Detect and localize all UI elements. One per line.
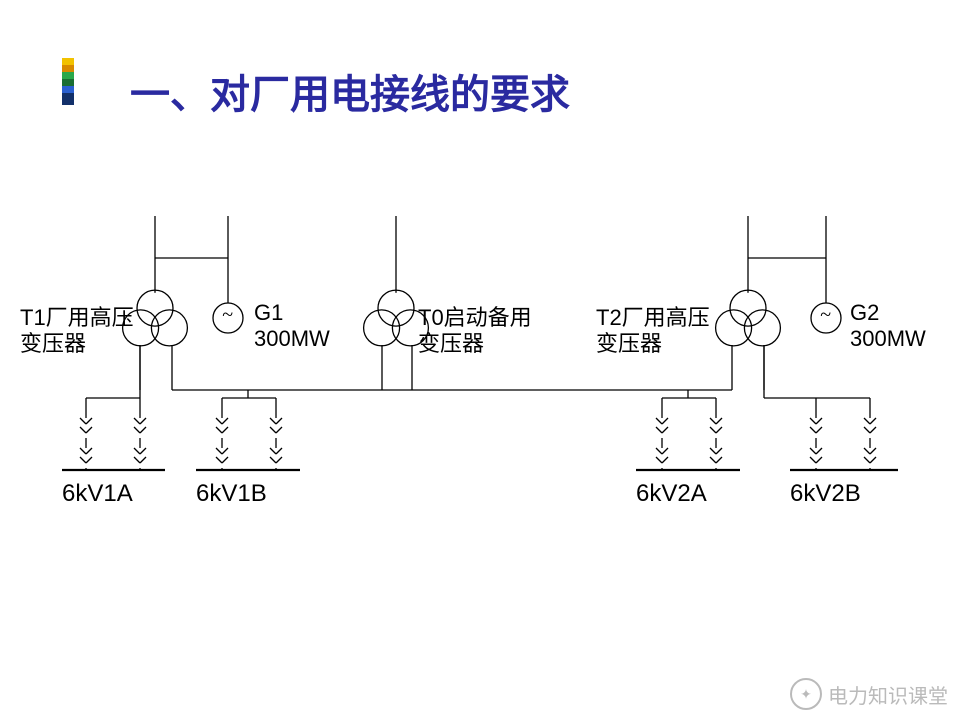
gen-label: G2 bbox=[850, 300, 879, 326]
xfmr-label: 变压器 bbox=[20, 326, 86, 358]
xfmr-label: 变压器 bbox=[596, 326, 662, 358]
gen-label: G1 bbox=[254, 300, 283, 326]
slide-stage: { "title": { "text": "一、对厂用电接线的要求", "x":… bbox=[0, 0, 960, 720]
generator-tilde: ~ bbox=[222, 304, 233, 327]
bus-label: 6kV2B bbox=[790, 480, 861, 508]
gen-label: 300MW bbox=[254, 326, 330, 352]
xfmr-label: 变压器 bbox=[418, 326, 484, 358]
bus-label: 6kV1B bbox=[196, 480, 267, 508]
watermark: ✦ 电力知识课堂 bbox=[790, 678, 948, 710]
wiring-diagram bbox=[0, 0, 960, 720]
watermark-text: 电力知识课堂 bbox=[828, 680, 948, 709]
generator-tilde: ~ bbox=[820, 304, 831, 327]
bus-label: 6kV2A bbox=[636, 480, 707, 508]
bus-label: 6kV1A bbox=[62, 480, 133, 508]
gen-label: 300MW bbox=[850, 326, 926, 352]
wechat-icon: ✦ bbox=[790, 678, 822, 710]
